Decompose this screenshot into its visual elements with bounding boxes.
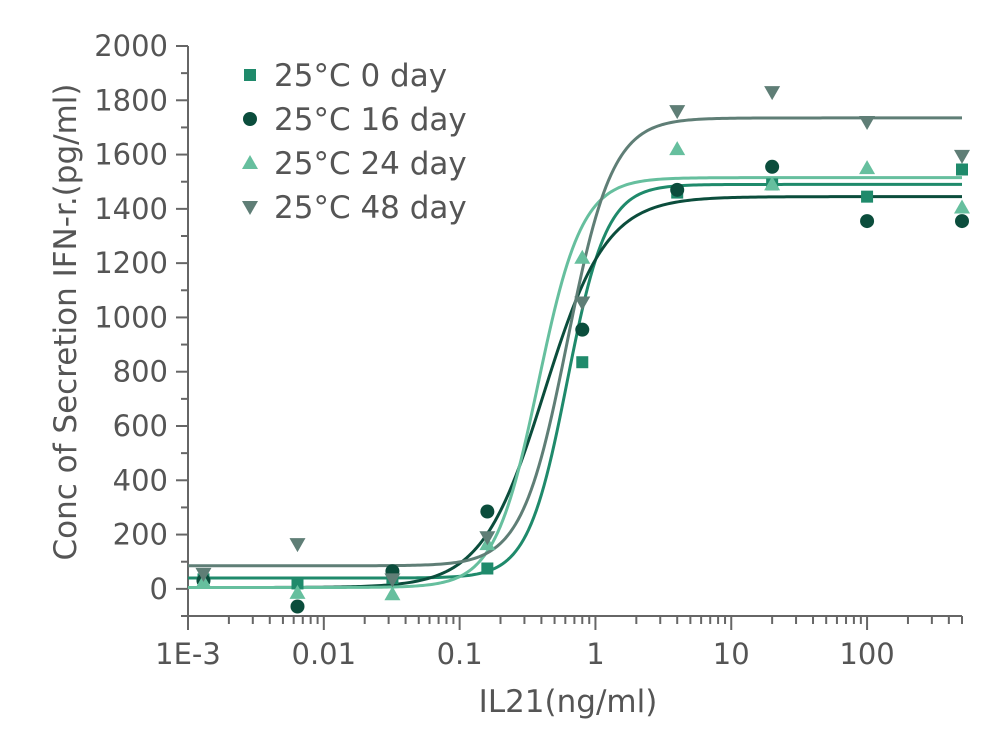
fit-curve-series-0 <box>188 182 962 580</box>
data-point-series-1 <box>480 504 495 519</box>
y-tick-label: 600 <box>113 409 168 443</box>
x-tick-label: 1 <box>586 637 604 671</box>
data-point-series-1 <box>860 214 875 229</box>
legend-marker-1 <box>243 112 257 126</box>
data-point-series-3 <box>289 538 306 553</box>
data-point-series-0 <box>481 562 494 575</box>
data-point-series-1 <box>955 214 969 229</box>
data-point-series-1 <box>765 159 780 174</box>
data-point-series-2 <box>384 586 401 601</box>
data-point-series-2 <box>859 160 876 175</box>
y-tick-label: 1600 <box>94 138 168 172</box>
legend-marker-2 <box>242 155 258 169</box>
legend-marker-3 <box>242 201 258 215</box>
y-tick-label: 1200 <box>94 246 168 280</box>
data-point-series-3 <box>384 573 401 588</box>
x-axis-title: IL21(ng/ml) <box>479 684 658 720</box>
x-tick-label: 10 <box>713 637 750 671</box>
legend-label-2: 25°C 24 day <box>274 146 467 182</box>
data-point-series-3 <box>764 86 781 101</box>
data-point-series-2 <box>669 141 686 156</box>
legend-marker-0 <box>244 69 256 81</box>
data-point-series-2 <box>954 199 970 214</box>
data-point-series-1 <box>575 322 590 337</box>
data-point-series-2 <box>289 584 306 599</box>
data-point-series-0 <box>956 163 968 176</box>
x-tick-label: 1E-3 <box>155 637 221 671</box>
data-point-series-0 <box>291 577 304 590</box>
fit-curve-series-2 <box>188 176 962 589</box>
x-tick-label: 100 <box>839 637 894 671</box>
data-point-series-3 <box>859 116 876 130</box>
y-tick-label: 800 <box>113 355 168 389</box>
data-point-series-3 <box>954 149 970 164</box>
data-point-series-1 <box>290 599 305 614</box>
y-axis-title: Conc of Secretion IFN-r.(pg/ml) <box>48 84 84 561</box>
data-point-series-2 <box>764 176 781 191</box>
legend: 25°C 0 day 25°C 16 day 25°C 24 day 25°C 48 … <box>242 58 467 226</box>
x-tick-label: 0.1 <box>437 637 483 671</box>
data-point-series-3 <box>195 567 212 582</box>
data-point-series-0 <box>576 356 589 369</box>
data-point-series-1 <box>670 182 685 197</box>
legend-label-1: 25°C 16 day <box>274 102 467 138</box>
y-tick-label: 1800 <box>94 83 168 117</box>
y-tick-label: 400 <box>113 463 168 497</box>
fit-curve-series-1 <box>188 195 962 589</box>
data-point-series-3 <box>479 531 496 546</box>
fit-curves <box>188 116 962 589</box>
fit-curve-series-3 <box>188 116 962 568</box>
legend-label-3: 25°C 48 day <box>274 190 467 226</box>
axes: 0 200 400 600 800 1000 1200 1400 1600 1800 2000 1E-… <box>94 29 963 671</box>
y-tick-label: 200 <box>113 518 168 552</box>
legend-label-0: 25°C 0 day <box>274 58 447 94</box>
data-point-series-2 <box>574 249 591 264</box>
data-point-series-3 <box>669 105 686 120</box>
y-tick-label: 2000 <box>94 29 168 63</box>
data-point-series-0 <box>861 190 874 203</box>
data-points <box>195 86 970 614</box>
y-tick-label: 1000 <box>94 300 168 334</box>
y-tick-label: 0 <box>150 572 168 606</box>
data-point-series-3 <box>574 296 591 311</box>
x-tick-label: 0.01 <box>292 637 357 671</box>
y-tick-label: 1400 <box>94 192 168 226</box>
